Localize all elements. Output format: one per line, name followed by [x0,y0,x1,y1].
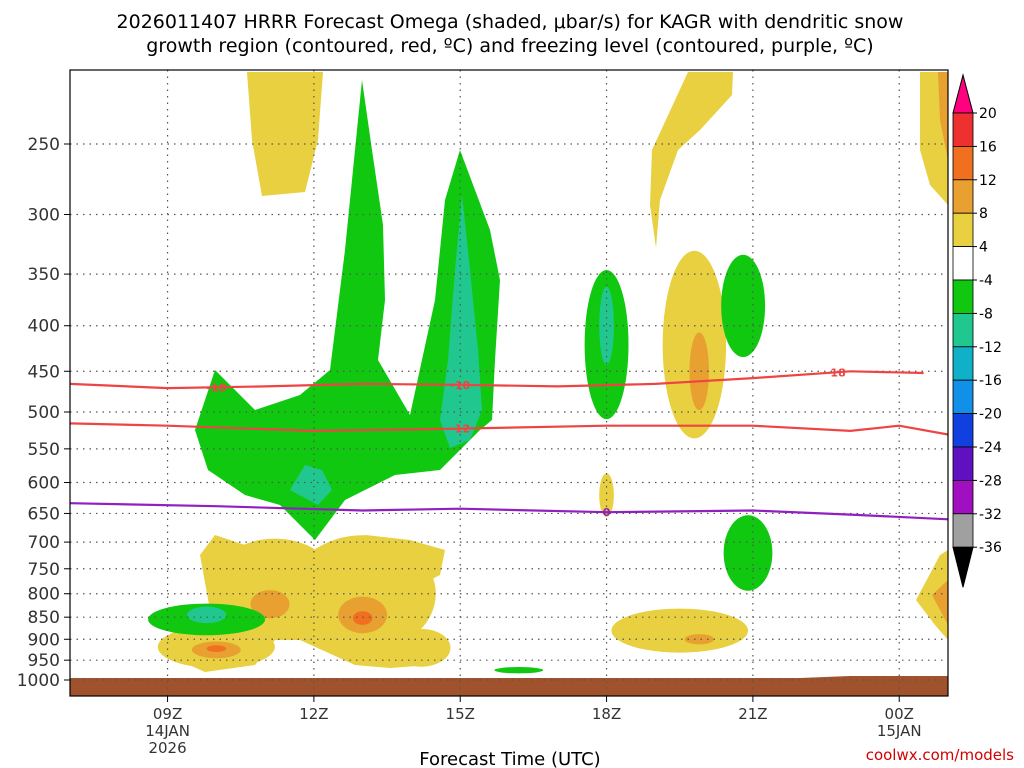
omega-region-pos8 [684,634,714,645]
omega-region-pos4 [391,628,451,667]
colorbar-segment [952,145,974,181]
y-tick-label: 650 [28,504,60,524]
plot-frame [69,69,949,697]
y-axis: 2503003504004505005506006507007508008509… [17,135,70,691]
omega-region-positive-strong [932,580,948,625]
colorbar-label: 12 [979,173,997,189]
colorbar-segment [952,379,974,415]
colorbar-segment [952,413,974,448]
source-credit: coolwx.com/models [866,746,1014,764]
colorbar-segment [952,246,974,281]
y-tick-label: 550 [28,440,60,460]
y-tick-label: 450 [28,362,60,382]
y-tick-label: 350 [28,265,60,285]
x-tick-label: 18Z [592,705,621,723]
y-tick-label: 600 [28,473,60,493]
x-tick-label: 00Z [885,705,914,723]
y-tick-label: 400 [28,317,60,337]
x-tick-label: 15Z [446,705,475,723]
colorbar-label: -12 [979,340,1002,356]
y-tick-label: 700 [28,533,60,553]
omega-region-neg4 [723,515,773,591]
plot-background [70,70,948,696]
contour-label: -18 [206,381,226,394]
colorbar-segment [952,179,974,214]
chart-title-line-1: 2026011407 HRRR Forecast Omega (shaded, … [117,11,904,33]
colorbar-label: -8 [979,306,993,322]
contour-label: -12 [450,423,470,436]
colorbar-segment [952,279,974,314]
omega-region-negative-strong [290,465,332,505]
colorbar-segment [952,479,974,515]
chart-title-line-2: growth region (contoured, red, ºC) and f… [146,35,873,57]
contour-line [69,502,949,521]
y-tick-label: 750 [28,560,60,580]
y-tick-label: 800 [28,585,60,605]
ground-surface [70,678,948,696]
x-tick-date: 15JAN [877,722,922,740]
colorbar-label: -24 [979,440,1002,456]
omega-region-pos4 [599,473,614,518]
colorbar-segment [952,212,974,247]
plot-area: -18 -18 -18 -12 0 [69,69,949,697]
x-tick-label: 12Z [299,705,328,723]
colorbar-label: -36 [979,540,1002,556]
colorbar-segment [952,73,974,114]
colorbar-label: 4 [979,240,988,256]
y-tick-label: 1000 [17,671,60,691]
colorbar-segment [952,513,974,548]
ground-surface-rise [800,676,948,680]
colorbar-segment [952,546,974,588]
contour-line [69,370,924,390]
omega-region-pos12 [206,645,227,652]
contour-label: -18 [450,379,470,392]
omega-region-pos8 [689,332,709,411]
contour-label: 0 [603,506,611,519]
colorbar-label: 20 [979,106,997,122]
x-axis-label: Forecast Time (UTC) [419,749,600,768]
y-tick-label: 250 [28,135,60,155]
colorbar-label: -28 [979,473,1002,489]
y-tick-label: 900 [28,630,60,650]
colorbar-label: 16 [979,139,997,155]
y-tick-label: 500 [28,403,60,423]
x-tick-label: 21Z [738,705,767,723]
omega-region-pos8 [250,590,290,619]
omega-region-positive-strong [938,72,948,160]
colorbar-label: -20 [979,407,1002,423]
colorbar-segment [952,446,974,481]
omega-region-neg4 [494,667,544,674]
contour-lines: -18 -18 -18 -12 0 [69,366,949,521]
vertical-gridlines [166,70,900,696]
omega-region-pos4 [611,608,749,653]
y-tick-label: 300 [28,205,60,225]
x-tick-date: 14JAN [145,722,190,740]
colorbar: 20 16 12 8 4 -4 -8 -12 -16 -20 -24 -28 -32 -36 [952,73,1002,588]
omega-region-negative [195,80,500,540]
colorbar-segment [952,346,974,381]
x-tick-year: 2026 [148,739,186,757]
colorbar-label: 8 [979,206,988,222]
omega-region-positive [247,72,323,196]
colorbar-label: -16 [979,373,1002,389]
contour-line [69,422,949,436]
omega-region-neg8 [187,606,227,624]
omega-region-positive [650,72,733,248]
y-tick-label: 850 [28,608,60,628]
contour-label: -18 [826,366,846,379]
colorbar-segment [952,312,974,348]
omega-region-neg8 [599,286,614,365]
colorbar-label: -4 [979,273,993,289]
y-tick-label: 950 [28,651,60,671]
omega-region-neg4 [721,254,766,358]
x-tick-label: 09Z [153,705,182,723]
colorbar-label: -32 [979,507,1002,523]
colorbar-segment [952,112,974,147]
omega-region-pos12 [352,611,373,625]
